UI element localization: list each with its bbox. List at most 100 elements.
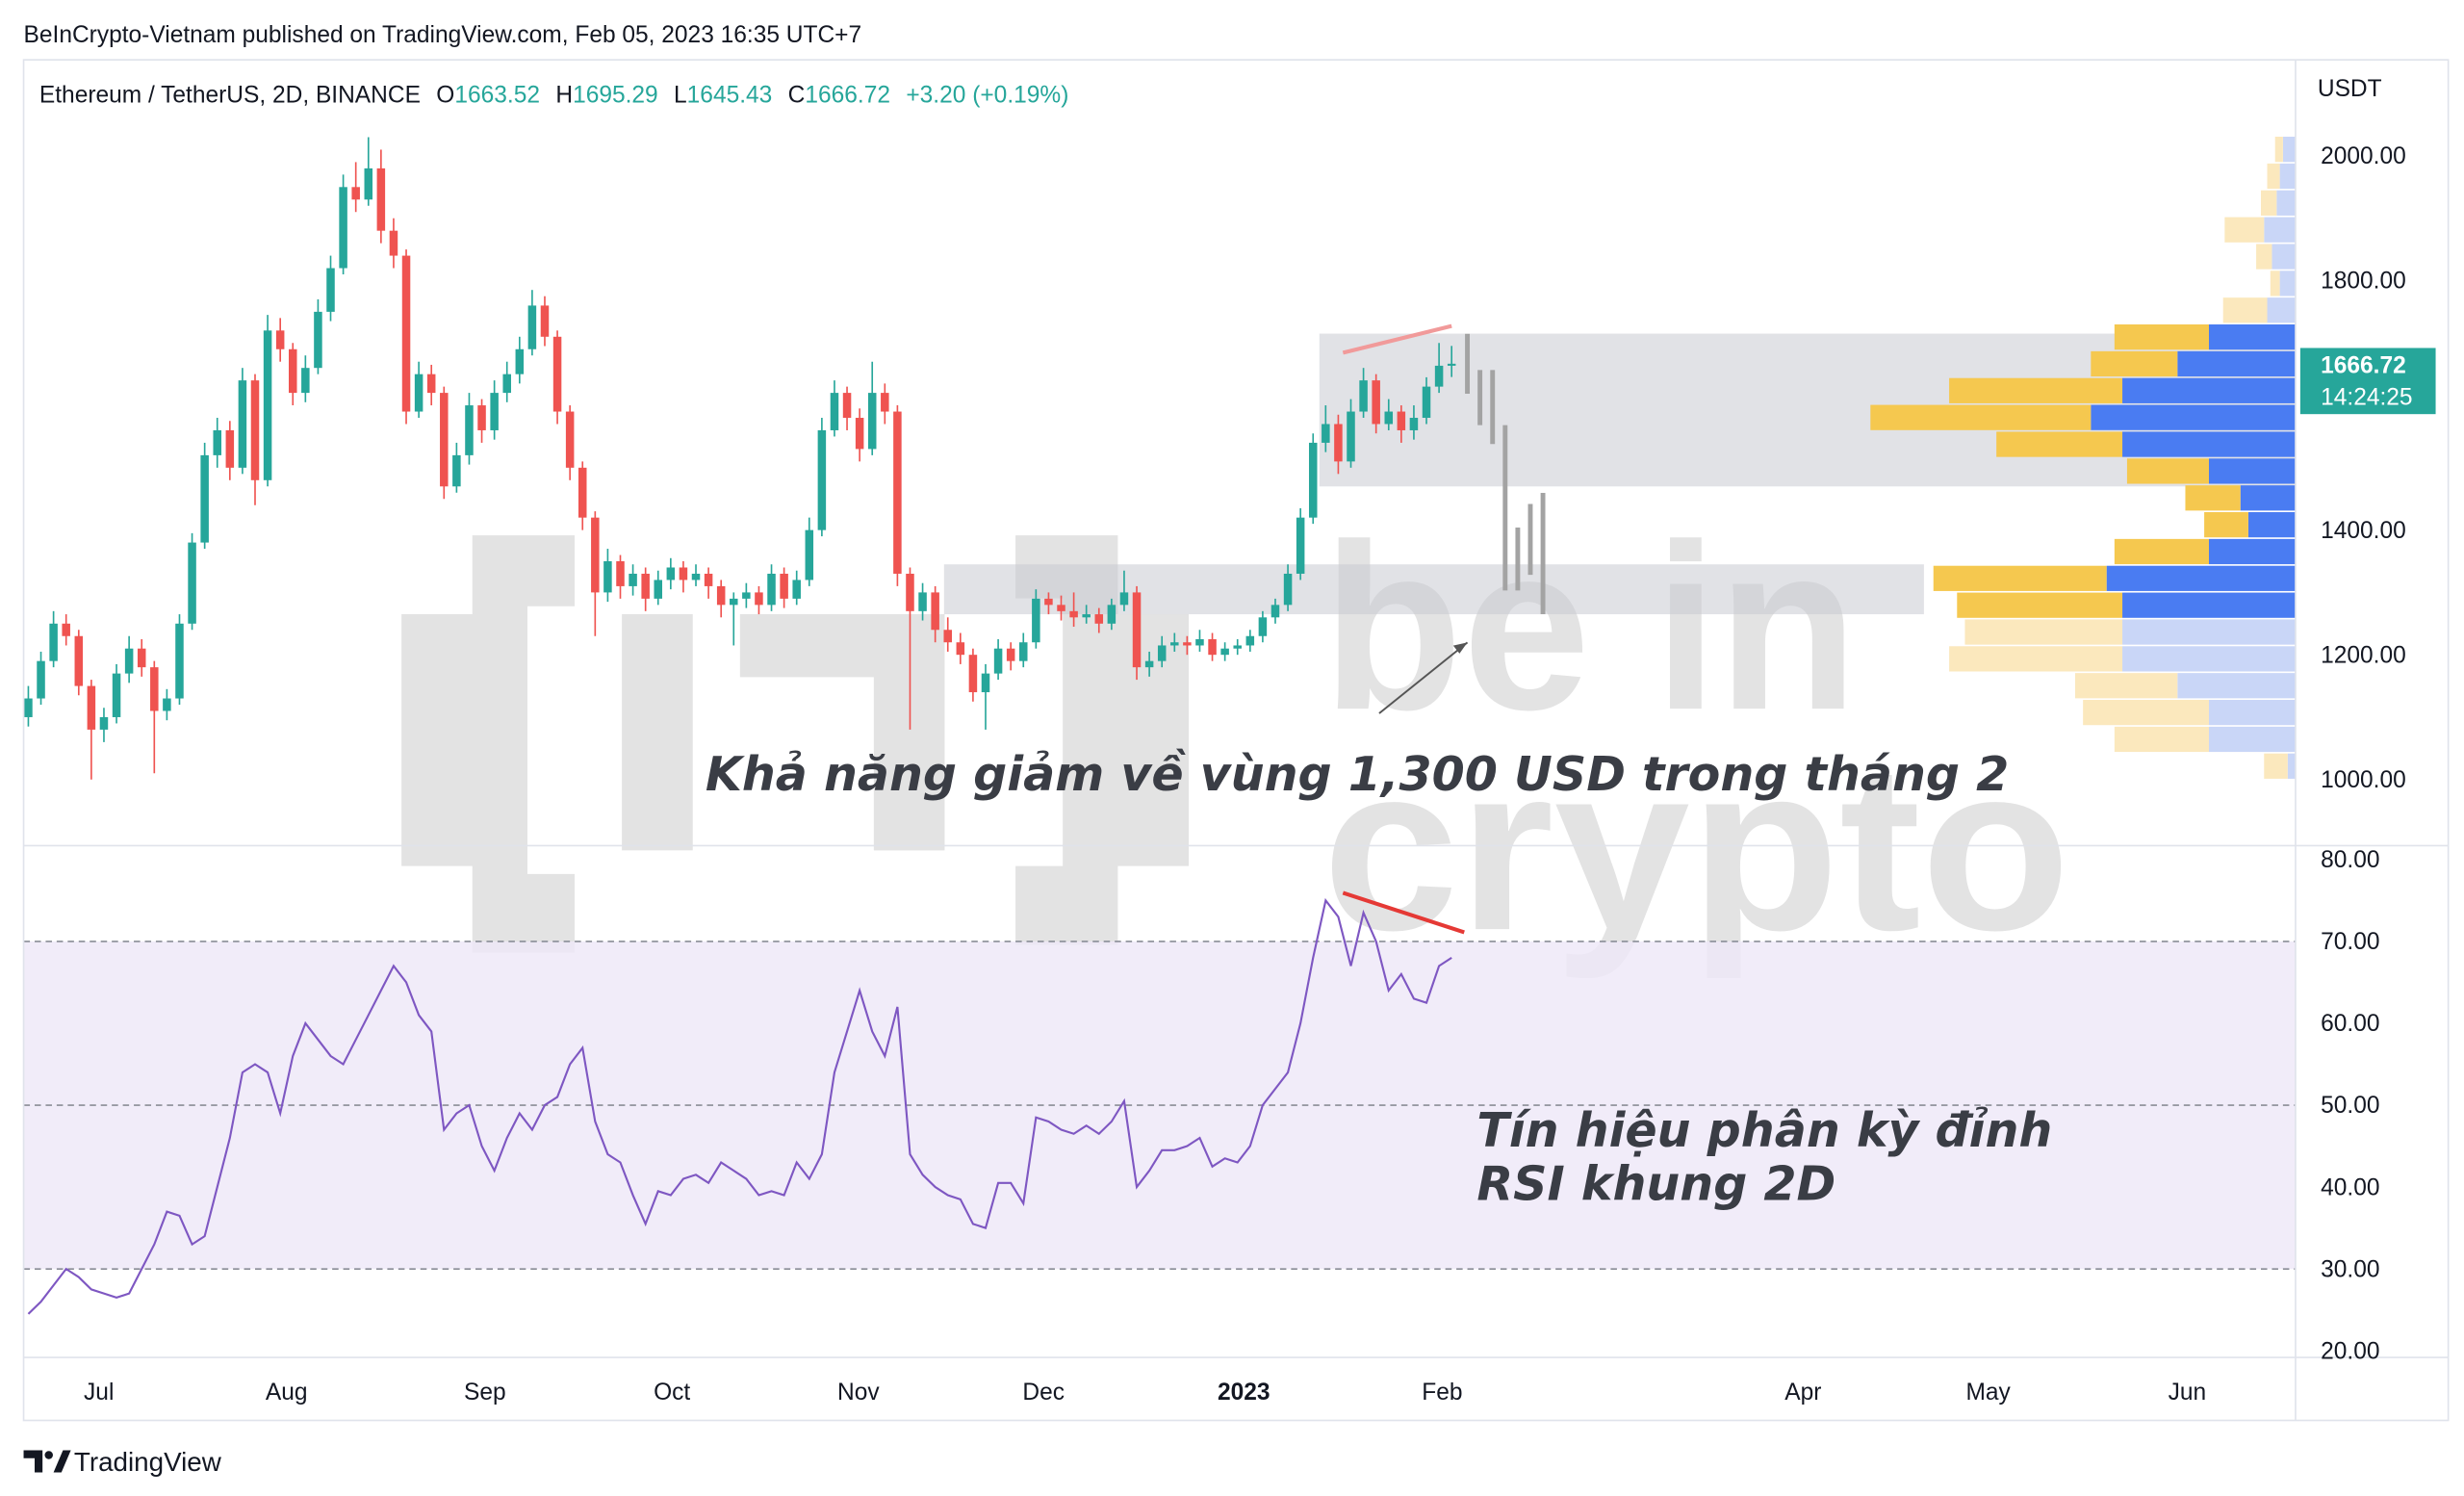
x-tick-label: 2023 — [1218, 1380, 1270, 1406]
profile-down — [1870, 404, 2092, 430]
tv-logo-dot — [44, 1451, 53, 1459]
candle-body — [931, 592, 939, 631]
y-tick-label: 80.00 — [2321, 847, 2379, 873]
candle-body — [263, 330, 272, 480]
profile-up — [2177, 673, 2296, 699]
y-tick-label: 40.00 — [2321, 1174, 2379, 1200]
profile-down — [2274, 137, 2283, 163]
price-trendline — [1342, 323, 1452, 355]
candle-body — [641, 573, 650, 599]
candle-body — [1144, 660, 1154, 668]
candle-body — [742, 592, 751, 599]
candle-body — [1409, 418, 1419, 430]
y-tick-label: 30.00 — [2321, 1256, 2379, 1282]
y-tick-label: 1400.00 — [2321, 518, 2406, 544]
arrow-line — [1378, 641, 1469, 714]
legend-letter: H — [555, 82, 573, 108]
logo-bracket-right — [1015, 535, 1190, 945]
logo-bracket-left — [401, 535, 576, 953]
candle-body — [1057, 605, 1065, 611]
candle-body — [981, 673, 990, 693]
candle-body — [603, 561, 612, 593]
candle-body — [200, 454, 209, 543]
tv-logo-seven — [23, 1450, 43, 1473]
projection-bars — [1465, 333, 1546, 614]
candle-body — [1258, 617, 1268, 636]
profile-down — [1949, 646, 2123, 672]
profile-down — [2224, 217, 2265, 243]
candle-body — [830, 393, 839, 430]
footer-brand: TradingView — [74, 1447, 222, 1477]
logo-stem — [622, 613, 693, 851]
candle-body — [238, 380, 247, 468]
candle-body — [490, 393, 499, 430]
legend-change: +3.20 (+0.19%) — [906, 82, 1068, 108]
profile-up — [2240, 485, 2296, 511]
profile-up — [2122, 619, 2296, 645]
candle-body — [250, 380, 260, 480]
arrow-head — [1452, 642, 1468, 654]
candle-body — [339, 187, 347, 269]
candle-body — [629, 573, 637, 586]
x-tick-label: Sep — [464, 1380, 506, 1406]
candle-body — [1019, 642, 1028, 661]
profile-up — [2287, 753, 2296, 779]
candle-body — [666, 567, 676, 580]
profile-down — [2114, 538, 2210, 565]
candle-body — [1170, 642, 1179, 646]
watermark-line: crypto — [1322, 715, 2070, 979]
rsi-trendline — [1342, 890, 1465, 935]
candle-body — [1044, 598, 1053, 606]
candle-body — [1308, 442, 1318, 518]
legend-value: 1666.72 — [805, 82, 890, 108]
profile-up — [2267, 297, 2296, 323]
profile-up — [2122, 646, 2296, 672]
candle-body — [87, 685, 96, 730]
profile-down — [2114, 324, 2210, 350]
watermark-logo — [401, 535, 1190, 953]
candle-body — [188, 542, 196, 624]
legend-value: 1663.52 — [454, 82, 540, 108]
x-tick-label: Dec — [1022, 1380, 1065, 1406]
profile-down — [2126, 458, 2210, 484]
candle-body — [74, 635, 84, 686]
candle-body — [1270, 605, 1280, 618]
y-tick-label: 50.00 — [2321, 1093, 2379, 1119]
candle-body — [326, 268, 335, 312]
candle-body — [414, 374, 424, 412]
candle-body — [1069, 610, 1078, 618]
profile-down — [2270, 271, 2280, 297]
candle-body — [767, 573, 776, 606]
candle-body — [137, 648, 146, 668]
y-tick-label: 20.00 — [2321, 1338, 2379, 1364]
candle-body — [1094, 614, 1104, 624]
profile-down — [1964, 619, 2123, 645]
legend-value: 1645.43 — [687, 82, 773, 108]
candle-body — [679, 567, 688, 580]
candle-body — [578, 467, 587, 518]
candle-body — [1384, 411, 1394, 425]
profile-down — [2204, 512, 2248, 538]
profile-up — [2264, 217, 2296, 243]
y-tick-label: 1800.00 — [2321, 269, 2406, 295]
candle-body — [654, 580, 663, 599]
candle-body — [1208, 638, 1217, 656]
candle-body — [376, 168, 386, 231]
candle-body — [1119, 592, 1129, 606]
candle-body — [1032, 598, 1040, 643]
profile-down — [2185, 485, 2241, 511]
candle-body — [502, 374, 511, 394]
profile-down — [2260, 190, 2277, 216]
profile-down — [2114, 726, 2210, 753]
candle-body — [62, 623, 70, 636]
legend-letter: C — [788, 82, 806, 108]
legend: Ethereum / TetherUS, 2D, BINANCE O1663.52… — [39, 82, 1068, 108]
profile-up — [2122, 377, 2296, 403]
x-tick-label: Feb — [1422, 1380, 1462, 1406]
annotation: Tín hiệu phân kỳ đỉnh — [1476, 1102, 2052, 1158]
profile-up — [2209, 538, 2296, 565]
profile-down — [2083, 699, 2210, 726]
drawings — [1342, 323, 1546, 935]
profile-down — [1933, 565, 2107, 591]
